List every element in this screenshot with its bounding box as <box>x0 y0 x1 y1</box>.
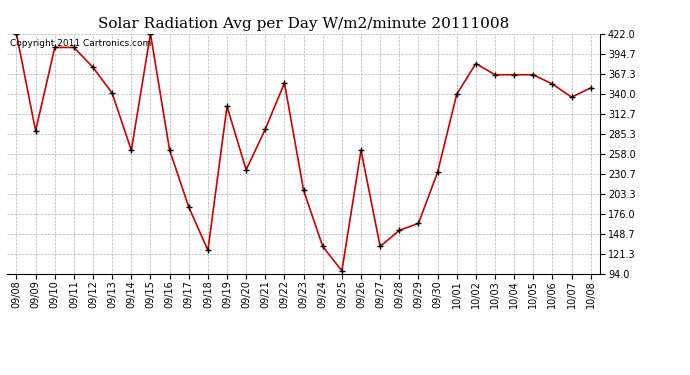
Title: Solar Radiation Avg per Day W/m2/minute 20111008: Solar Radiation Avg per Day W/m2/minute … <box>98 17 509 31</box>
Text: Copyright 2011 Cartronics.com: Copyright 2011 Cartronics.com <box>10 39 151 48</box>
